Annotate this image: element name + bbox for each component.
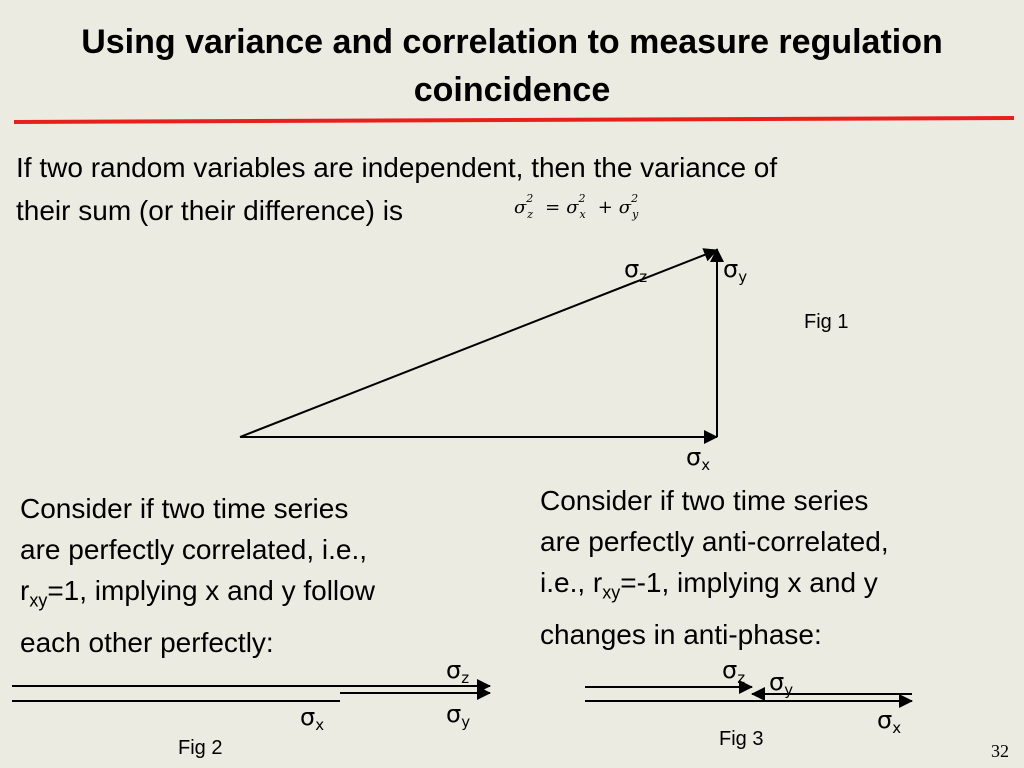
title-underline [13, 116, 1015, 124]
fig2-caption: Fig 2 [178, 737, 223, 759]
formula-sigma-z: σ2z [514, 192, 534, 221]
intro-line-1: If two random variables are independent,… [16, 152, 778, 183]
fig2-label-sigma-z: σz [446, 656, 470, 687]
page-number: 32 [991, 741, 1009, 761]
fig1-label-sigma-z: σz [624, 255, 648, 286]
fig3-label-sigma-x: σx [877, 706, 902, 737]
fig1-label-sigma-x: σx [686, 443, 711, 474]
formula-sigma-y: σ2y [618, 192, 639, 221]
fig1-caption: Fig 1 [804, 311, 849, 333]
fig1-vector-z [239, 248, 718, 438]
slide-title: Using variance and correlation to measur… [81, 23, 943, 109]
intro-line-2: their sum (or their difference) is [16, 195, 403, 226]
fig3-label-sigma-y: σy [769, 668, 794, 699]
variance-sum-formula: σ2z = σ2x + σ2y [514, 192, 644, 221]
fig2-label-sigma-x: σx [300, 703, 325, 734]
fig1-label-sigma-y: σy [723, 255, 748, 286]
correlated-paragraph: Consider if two time series are perfectl… [20, 493, 375, 658]
fig2-label-sigma-y: σy [446, 700, 471, 731]
fig3-label-sigma-z: σz [722, 656, 746, 687]
fig3-caption: Fig 3 [719, 728, 764, 750]
anticorrelated-paragraph: Consider if two time series are perfectl… [540, 485, 889, 650]
formula-sigma-x: σ2x [566, 192, 586, 221]
